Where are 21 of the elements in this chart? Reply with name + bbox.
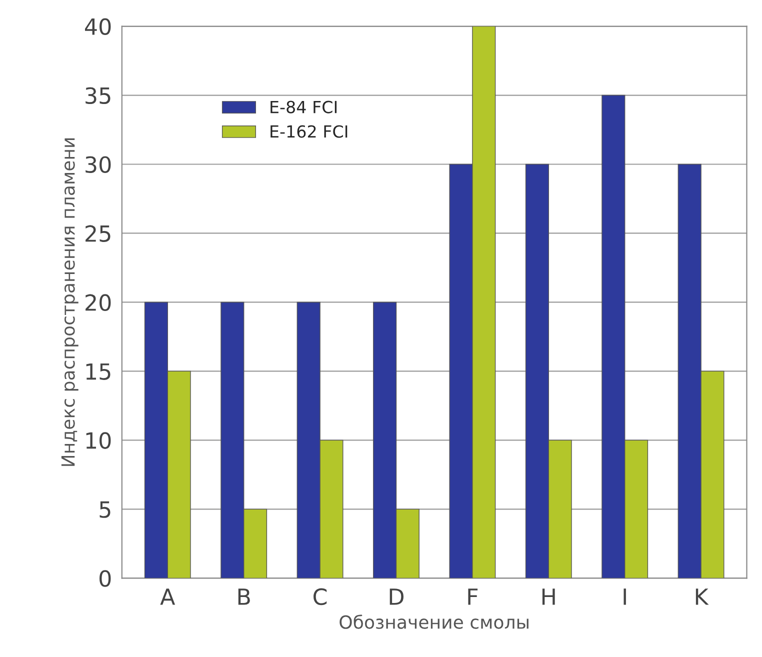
legend-label: E-162 FCI bbox=[270, 125, 348, 138]
x-tick-label: I bbox=[624, 588, 626, 605]
y-tick-label: 15 bbox=[86, 363, 110, 380]
y-tick-label: 35 bbox=[86, 87, 110, 104]
y-tick-label: 30 bbox=[86, 156, 111, 174]
x-tick-label: B bbox=[238, 588, 250, 605]
x-tick-label: F bbox=[468, 588, 478, 605]
y-tick-label: 20 bbox=[86, 294, 111, 311]
x-tick-label: A bbox=[160, 588, 176, 605]
x-axis-title: Обозначение смолы bbox=[340, 614, 528, 629]
x-tick-label: C bbox=[314, 588, 327, 606]
y-tick-label: 0 bbox=[100, 570, 111, 587]
y-tick-label: 25 bbox=[86, 225, 110, 242]
y-tick-label: 40 bbox=[85, 18, 111, 36]
legend-label: E-84 FCI bbox=[270, 100, 337, 114]
x-tick-label: K bbox=[696, 588, 709, 605]
y-axis-title: Индекс распространения пламени bbox=[61, 138, 78, 466]
y-tick-label: 10 bbox=[86, 432, 111, 449]
x-tick-label: H bbox=[542, 588, 555, 605]
x-tick-label: D bbox=[390, 588, 404, 605]
y-tick-label: 5 bbox=[100, 501, 110, 518]
